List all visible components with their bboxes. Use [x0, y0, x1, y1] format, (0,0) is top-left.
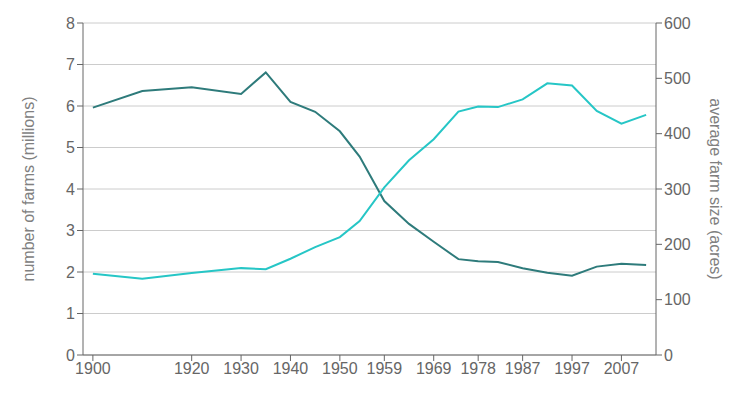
svg-text:2007: 2007: [604, 360, 640, 377]
svg-text:4: 4: [66, 181, 75, 198]
svg-text:number of farms (millions): number of farms (millions): [20, 97, 37, 282]
svg-text:300: 300: [664, 181, 691, 198]
svg-text:1930: 1930: [223, 360, 259, 377]
svg-text:100: 100: [664, 291, 691, 308]
svg-text:0: 0: [66, 347, 75, 364]
svg-text:1920: 1920: [174, 360, 210, 377]
svg-text:200: 200: [664, 236, 691, 253]
svg-text:1959: 1959: [367, 360, 403, 377]
svg-text:1987: 1987: [505, 360, 541, 377]
svg-text:1997: 1997: [554, 360, 590, 377]
svg-text:2: 2: [66, 264, 75, 281]
svg-text:1969: 1969: [416, 360, 452, 377]
svg-text:6: 6: [66, 98, 75, 115]
svg-text:5: 5: [66, 139, 75, 156]
svg-text:1: 1: [66, 305, 75, 322]
svg-text:400: 400: [664, 125, 691, 142]
svg-text:500: 500: [664, 70, 691, 87]
svg-text:7: 7: [66, 56, 75, 73]
svg-text:average farm size (acres): average farm size (acres): [707, 98, 724, 279]
svg-text:1940: 1940: [273, 360, 309, 377]
svg-text:3: 3: [66, 222, 75, 239]
svg-text:1950: 1950: [322, 360, 358, 377]
svg-text:8: 8: [66, 15, 75, 32]
svg-text:600: 600: [664, 15, 691, 32]
svg-text:1978: 1978: [460, 360, 496, 377]
svg-text:0: 0: [664, 347, 673, 364]
svg-text:1900: 1900: [75, 360, 111, 377]
